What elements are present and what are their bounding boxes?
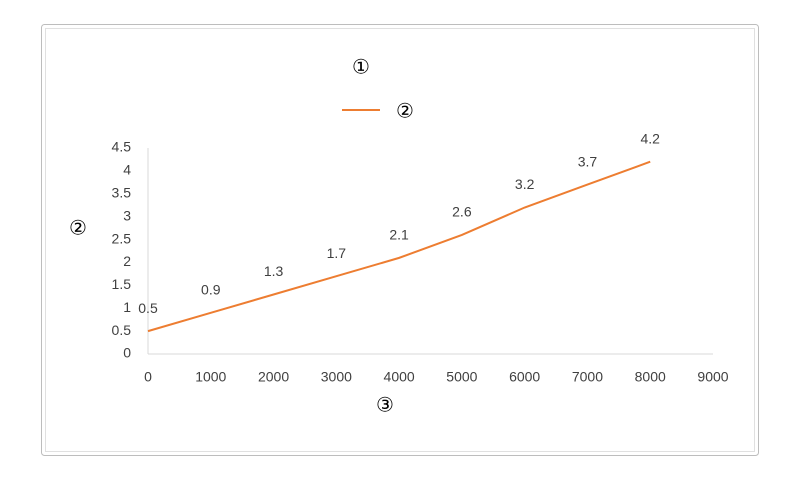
- legend-label: ②: [396, 99, 414, 123]
- y-tick-label: 0.5: [112, 322, 132, 338]
- x-tick-label: 1000: [195, 369, 226, 385]
- data-label: 3.2: [515, 176, 535, 192]
- y-axis-label: ②: [69, 216, 87, 240]
- x-tick-label: 7000: [572, 369, 603, 385]
- x-tick-label: 5000: [446, 369, 477, 385]
- y-tick-label: 4.5: [112, 139, 132, 155]
- y-tick-label: 2.5: [112, 230, 132, 246]
- x-tick-label: 9000: [697, 369, 728, 385]
- x-tick-label: 0: [144, 369, 152, 385]
- data-label: 4.2: [640, 130, 660, 146]
- x-tick-label: 3000: [321, 369, 352, 385]
- y-tick-label: 1: [123, 299, 131, 315]
- chart-frame: [41, 24, 759, 456]
- y-tick-label: 3.5: [112, 184, 132, 200]
- x-tick-label: 6000: [509, 369, 540, 385]
- y-tick-label: 0: [123, 345, 131, 361]
- data-label: 1.7: [327, 245, 347, 261]
- data-label: 2.1: [389, 227, 409, 243]
- y-tick-label: 2: [123, 253, 131, 269]
- chart-title: ①: [352, 55, 370, 79]
- x-tick-label: 8000: [635, 369, 666, 385]
- data-label: 0.9: [201, 282, 221, 298]
- data-label: 0.5: [138, 300, 158, 316]
- line: [147, 160, 651, 333]
- data-label: 3.7: [578, 153, 598, 169]
- data-label: 2.6: [452, 204, 472, 220]
- x-axis-label: ③: [376, 393, 394, 417]
- y-tick-label: 1.5: [112, 276, 132, 292]
- y-tick-label: 4: [123, 162, 131, 178]
- chart-inner-frame: [45, 28, 755, 452]
- x-tick-label: 2000: [258, 369, 289, 385]
- x-tick-label: 4000: [384, 369, 415, 385]
- data-label: 1.3: [264, 263, 284, 279]
- y-tick-label: 3: [123, 207, 131, 223]
